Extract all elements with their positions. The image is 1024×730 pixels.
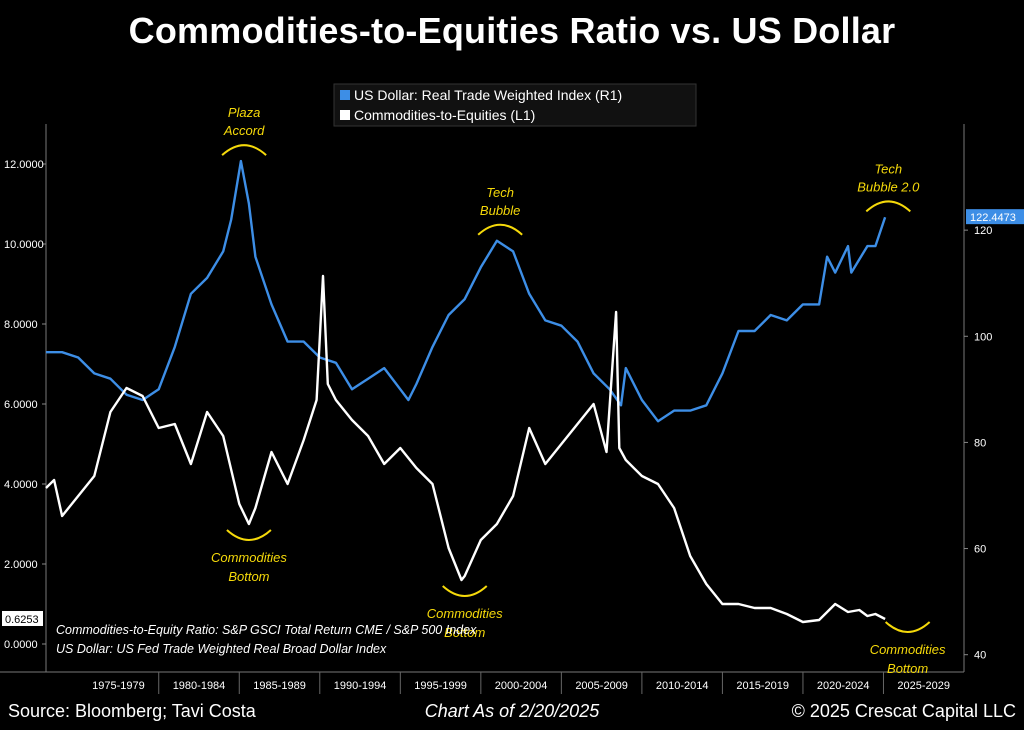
source-text: Source: Bloomberg; Tavi Costa [8, 701, 256, 721]
x-tick-label: 1995-1999 [414, 680, 467, 692]
ratio-last-value-tag [2, 610, 43, 626]
left-tick-label: 10.0000 [4, 239, 44, 251]
left-tick-label: 12.0000 [4, 159, 44, 171]
left-tick-label: 6.0000 [4, 399, 38, 411]
x-tick-label: 2010-2014 [656, 680, 709, 692]
x-tick-label: 2005-2009 [575, 680, 628, 692]
dollar-last-value-text: 122.4473 [970, 212, 1016, 224]
annotation-label: Bottom [887, 661, 928, 676]
x-tick-label: 2000-2004 [495, 680, 548, 692]
x-tick-label: 1980-1984 [173, 680, 226, 692]
chart-area: 0.0000 2.0000 4.0000 6.0000 8.0000 10.0000 12.… [0, 83, 1024, 694]
left-tick-label: 8.0000 [4, 319, 38, 331]
right-tick-label: 60 [974, 544, 986, 556]
left-tick-label: 2.0000 [4, 559, 38, 571]
ratio-last-value-text: 0.6253 [5, 614, 39, 626]
annotation-arc [226, 529, 272, 541]
annotation-arc [865, 200, 911, 213]
right-tick-label: 80 [974, 437, 986, 449]
x-tick-label: 2015-2019 [736, 680, 789, 692]
dollar-last-value-tag [966, 209, 1024, 225]
legend-swatch [340, 110, 350, 120]
x-tick-label: 1985-1989 [253, 680, 306, 692]
annotation-label: Commodities [870, 642, 946, 657]
annotation-label: Bottom [444, 625, 485, 640]
x-tick-label: 1990-1994 [334, 680, 387, 692]
annotation-label: Tech [486, 185, 514, 200]
chart-note: US Dollar: US Fed Trade Weighted Real Br… [56, 642, 387, 656]
x-tick-label: 1975-1979 [92, 680, 145, 692]
right-tick-label: 100 [974, 331, 992, 343]
dollar-series-line [46, 159, 887, 423]
chart-note: Commodities-to-Equity Ratio: S&P GSCI To… [56, 623, 477, 637]
left-tick-label: 4.0000 [4, 479, 38, 491]
x-tick-label: 2020-2024 [817, 680, 870, 692]
annotation-label: Bottom [228, 569, 269, 584]
annotation-label: Bubble 2.0 [857, 179, 920, 194]
annotation-label: Plaza [228, 105, 261, 120]
copyright-text: © 2025 Crescat Capital LLC [791, 701, 1016, 721]
annotation-label: Accord [223, 123, 265, 138]
annotation-label: Bubble [480, 203, 520, 218]
right-tick-label: 120 [974, 225, 992, 237]
annotation-arc [221, 144, 267, 156]
legend-label: Commodities-to-Equities (L1) [354, 107, 535, 123]
footer-bar: Source: Bloomberg; Tavi Costa Chart As o… [0, 697, 1024, 730]
annotation-label: Tech [874, 161, 902, 176]
legend-swatch [340, 90, 350, 100]
annotation-arc [477, 223, 523, 236]
annotation-label: Commodities [211, 550, 287, 565]
ratio-series-line [45, 274, 886, 624]
annotation-arc [442, 585, 488, 597]
right-tick-label: 40 [974, 650, 986, 662]
annotation-label: Commodities [427, 606, 503, 621]
x-tick-label: 2025-2029 [897, 680, 950, 692]
legend-box [333, 83, 697, 127]
legend-label: US Dollar: Real Trade Weighted Index (R1… [354, 87, 622, 103]
chart-title: Commodities-to-Equities Ratio vs. US Dol… [128, 10, 896, 51]
left-tick-label: 0.0000 [4, 639, 38, 651]
annotation-arc [884, 621, 931, 633]
as-of-date: Chart As of 2/20/2025 [424, 701, 600, 721]
